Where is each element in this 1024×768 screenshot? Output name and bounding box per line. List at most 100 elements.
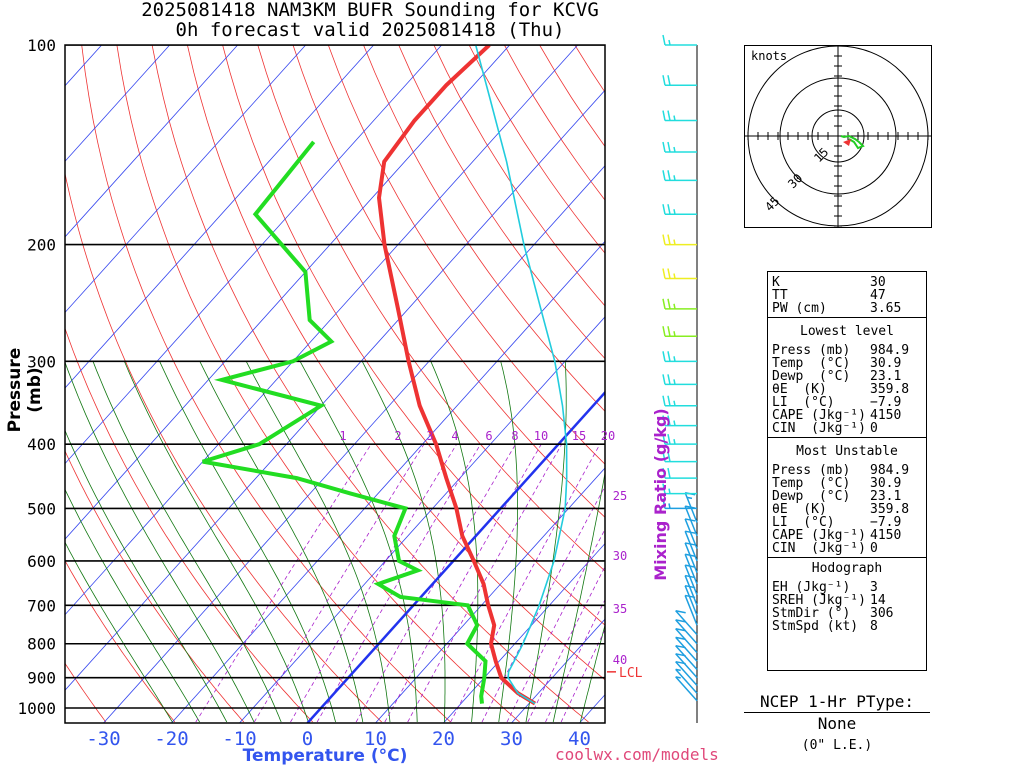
most-unstable-label: LI (°C) bbox=[772, 515, 835, 530]
wind-barb bbox=[662, 351, 697, 363]
y-axis-label: Pressure (mb) bbox=[5, 347, 45, 433]
mixing-ratio-line bbox=[384, 443, 542, 723]
x-tick-label: -10 bbox=[222, 728, 256, 750]
mixing-ratio-line bbox=[450, 444, 601, 723]
mixing-ratio-line bbox=[481, 485, 605, 723]
isotherm bbox=[65, 45, 238, 238]
basic-indices: K 30 TT 47 PW (cm) 3.65 bbox=[768, 272, 926, 317]
lowest-level-section: Lowest level Press (mb) 984.9 Temp (°C) 30.… bbox=[768, 317, 926, 437]
mixing-ratio-line bbox=[355, 443, 516, 723]
moist-adiabat bbox=[552, 471, 605, 723]
y-tick-label: 700 bbox=[27, 596, 56, 615]
dry-adiabat bbox=[116, 45, 520, 723]
dry-adiabat bbox=[222, 45, 605, 626]
dry-adiabat bbox=[65, 171, 382, 723]
wind-barb bbox=[662, 395, 697, 407]
lowest-level-row: θE (K) 359.8 bbox=[772, 383, 922, 396]
hodograph-ring-label-30: 30 bbox=[785, 171, 805, 191]
isotherm bbox=[65, 45, 170, 162]
hodograph-panel: knots 15 30 45 bbox=[744, 45, 932, 228]
most-unstable-value: 359.8 bbox=[870, 502, 910, 517]
y-tick-label: 200 bbox=[27, 236, 56, 255]
lowest-level-row: CAPE (Jkg⁻¹) 4150 bbox=[772, 409, 922, 422]
most-unstable-title: Most Unstable bbox=[796, 444, 898, 459]
isotherm bbox=[65, 45, 578, 616]
dry-adiabat bbox=[65, 559, 176, 723]
most-unstable-row: LI (°C) −7.9 bbox=[772, 516, 922, 529]
ptype-divider bbox=[744, 712, 930, 713]
most-unstable-label: CIN (Jkg⁻¹) bbox=[772, 541, 866, 556]
dry-adiabat bbox=[398, 45, 605, 360]
mixing-ratio-line bbox=[506, 528, 605, 723]
pw-value: 3.65 bbox=[870, 301, 902, 316]
wind-barb bbox=[675, 676, 698, 702]
lowest-level-title: Lowest level bbox=[800, 324, 894, 339]
moist-adiabat bbox=[199, 361, 364, 723]
dry-adiabat bbox=[433, 45, 605, 307]
x-tick-label: 0 bbox=[302, 728, 313, 750]
hodograph-param-row: StmDir (°) 306 bbox=[772, 607, 922, 620]
temperature-profile bbox=[376, 45, 537, 706]
mixing-ratio-label: 15 bbox=[572, 429, 586, 443]
credit-link[interactable]: coolwx.com/models bbox=[555, 745, 719, 764]
isotherm bbox=[239, 316, 605, 723]
hodograph-param-label: StmDir (°) bbox=[772, 606, 851, 621]
lowest-level-value: −7.9 bbox=[870, 395, 902, 410]
hodograph-units-label: knots bbox=[751, 49, 787, 63]
hodograph-param-label: EH (Jkg⁻¹) bbox=[772, 580, 851, 595]
most-unstable-section: Most Unstable Press (mb) 984.9 Temp (°C) 30… bbox=[768, 437, 926, 557]
most-unstable-value: 0 bbox=[870, 541, 878, 556]
lowest-level-row: Temp (°C) 30.9 bbox=[772, 357, 922, 370]
wind-barb bbox=[662, 298, 697, 310]
mixing-ratio-label: 2 bbox=[394, 429, 401, 443]
dry-adiabat bbox=[65, 327, 313, 723]
most-unstable-value: 4150 bbox=[870, 528, 902, 543]
moist-adiabat bbox=[498, 361, 519, 723]
mixing-ratio-label: 4 bbox=[451, 429, 458, 443]
wind-barb bbox=[675, 668, 698, 694]
isotherm bbox=[65, 89, 605, 691]
hodograph-plot: knots 15 30 45 bbox=[745, 45, 931, 227]
most-unstable-label: CAPE (Jkg⁻¹) bbox=[772, 528, 866, 543]
hodograph-ring-label-15: 15 bbox=[811, 145, 831, 165]
moist-adiabat bbox=[65, 429, 228, 723]
most-unstable-value: 30.9 bbox=[870, 476, 902, 491]
y-tick-label: 1000 bbox=[17, 699, 56, 718]
moist-adiabat bbox=[299, 361, 418, 723]
most-unstable-row: Dewp (°C) 23.1 bbox=[772, 490, 922, 503]
mixing-ratio-line bbox=[195, 443, 372, 723]
isotherm bbox=[375, 467, 605, 723]
x-tick-label: 20 bbox=[432, 728, 455, 750]
mixing-ratio-axis-label: Mixing Ratio (g/kg) bbox=[651, 408, 670, 581]
wind-barb bbox=[662, 204, 697, 215]
wind-barb bbox=[662, 110, 697, 122]
dewpoint-profile bbox=[202, 140, 488, 704]
most-unstable-label: Press (mb) bbox=[772, 463, 851, 478]
y-tick-label: 500 bbox=[27, 499, 56, 518]
dry-adiabat bbox=[539, 45, 605, 148]
wind-barb bbox=[662, 141, 697, 153]
most-unstable-value: 984.9 bbox=[870, 463, 910, 478]
dry-adiabat bbox=[257, 45, 605, 572]
wind-barb bbox=[662, 234, 697, 246]
dry-adiabat bbox=[645, 45, 740, 722]
wind-barb bbox=[662, 170, 697, 182]
hodograph-param-value: 8 bbox=[870, 619, 878, 634]
wind-barb bbox=[662, 75, 697, 86]
dry-adiabat bbox=[327, 45, 605, 465]
most-unstable-label: θE (K) bbox=[772, 502, 827, 517]
lowest-level-label: θE (K) bbox=[772, 382, 827, 397]
lowest-level-value: 30.9 bbox=[870, 356, 902, 371]
parcel-trace bbox=[474, 45, 568, 705]
wind-barb bbox=[662, 268, 697, 280]
moist-adiabat bbox=[245, 361, 391, 723]
wind-barb bbox=[662, 34, 697, 46]
wind-barb bbox=[662, 374, 697, 386]
wind-barb bbox=[662, 467, 697, 479]
most-unstable-row: CAPE (Jkg⁻¹) 4150 bbox=[772, 529, 922, 542]
mixing-ratio-label: 25 bbox=[613, 489, 627, 503]
storm-motion-marker bbox=[843, 139, 851, 146]
dry-adiabat bbox=[65, 662, 107, 723]
dry-adiabat bbox=[292, 45, 605, 518]
